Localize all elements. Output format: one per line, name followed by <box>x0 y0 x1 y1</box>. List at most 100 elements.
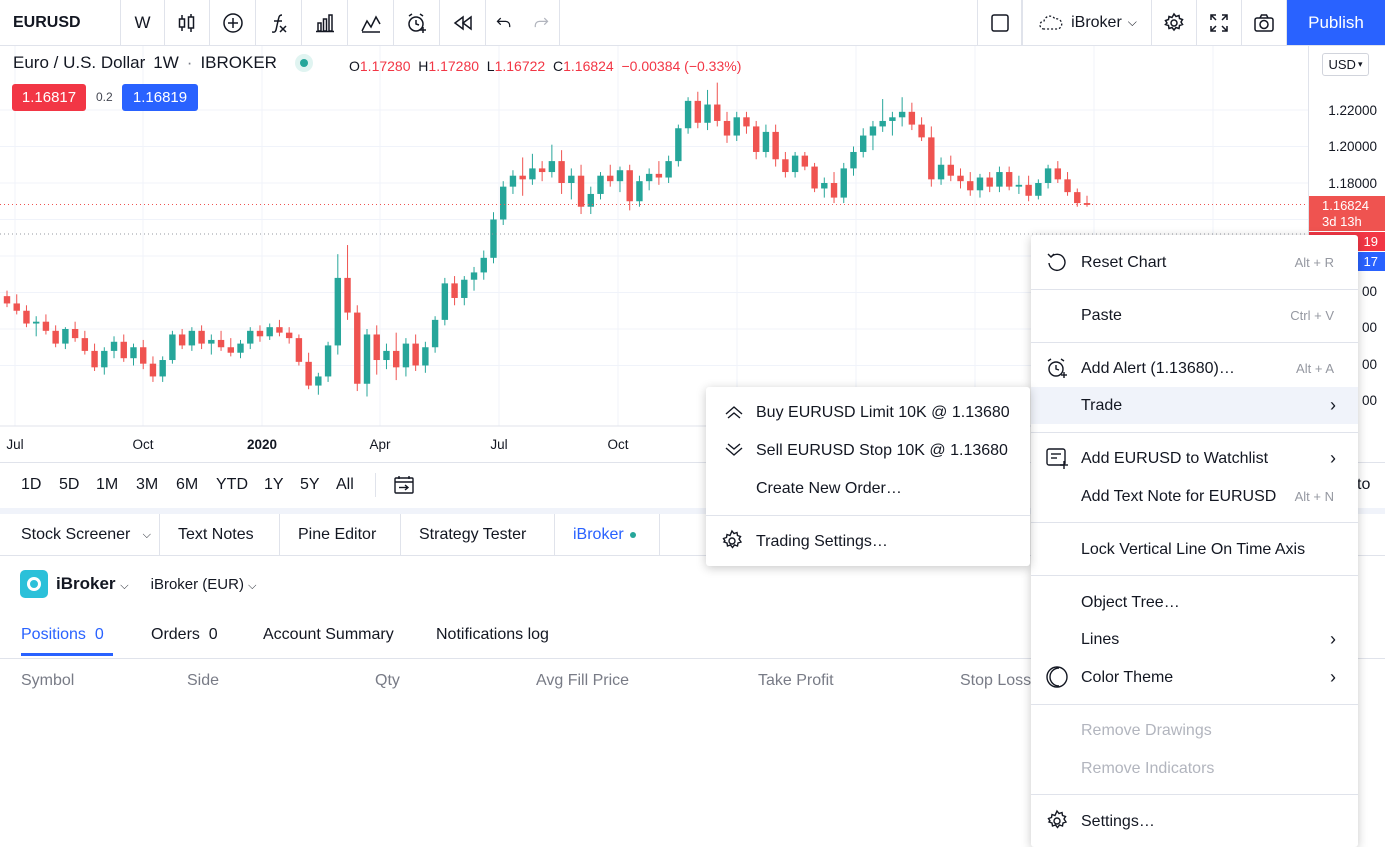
broker-menu-button[interactable]: iBroker ⌵ <box>1022 0 1152 45</box>
symbol-description: Euro / U.S. Dollar <box>13 53 146 72</box>
currency-button[interactable]: USD ▾ <box>1322 53 1369 76</box>
templates-button[interactable] <box>348 0 394 45</box>
undo-icon[interactable] <box>495 12 513 34</box>
menu-item-object-tree[interactable]: Object Tree… <box>1031 584 1358 621</box>
indicators-button[interactable] <box>256 0 302 45</box>
range-6m[interactable]: 6M <box>176 476 199 493</box>
candle-body <box>101 350 108 368</box>
candle-body <box>1025 184 1032 196</box>
candle-body <box>743 117 750 127</box>
candle-body <box>334 277 342 346</box>
column-header-qty[interactable]: Qty <box>375 672 400 689</box>
redo-icon[interactable] <box>532 12 550 34</box>
tab-orders[interactable]: Orders 0 <box>151 626 218 644</box>
symbol-search-button[interactable]: EURUSD <box>0 0 121 45</box>
column-header-side[interactable]: Side <box>187 672 220 689</box>
menu-item-create-new-order[interactable]: Create New Order… <box>706 470 1030 507</box>
sell-button[interactable]: 1.16817 <box>12 84 86 111</box>
menu-item-buy-limit[interactable]: Buy EURUSD Limit 10K @ 1.13680 <box>706 394 1030 431</box>
replay-button[interactable] <box>440 0 486 45</box>
function-icon <box>271 13 287 33</box>
candle-body <box>461 279 468 298</box>
candle-body <box>71 329 79 339</box>
tab-notifications-log[interactable]: Notifications log <box>436 626 549 643</box>
chart-style-button[interactable] <box>165 0 210 45</box>
candle-body <box>733 117 740 136</box>
settings-button[interactable] <box>1152 0 1197 45</box>
market-status-icon[interactable] <box>294 54 313 72</box>
range-1y[interactable]: 1Y <box>264 476 284 493</box>
plus-circle-icon <box>222 12 243 33</box>
menu-separator <box>1031 522 1358 523</box>
candle-body <box>928 137 935 180</box>
candle-body <box>782 159 789 173</box>
account-currency-dropdown[interactable]: iBroker (EUR) ⌵ <box>151 576 257 593</box>
menu-item-trading-settings[interactable]: Trading Settings… <box>706 523 1030 560</box>
account-sub-tabs: Positions 0 Orders 0 Account Summary Not… <box>0 620 1385 659</box>
range-5y[interactable]: 5Y <box>300 476 320 493</box>
candle-body <box>1035 183 1042 196</box>
menu-separator <box>1031 432 1358 433</box>
tab-strategy-tester[interactable]: Strategy Tester <box>401 514 555 556</box>
menu-item-lock-vertical-line[interactable]: Lock Vertical Line On Time Axis <box>1031 531 1358 568</box>
tab-account-summary[interactable]: Account Summary <box>263 626 394 643</box>
range-1m[interactable]: 1M <box>96 476 119 493</box>
gear-icon <box>1047 809 1068 829</box>
candle-body <box>3 296 11 304</box>
candle-body <box>276 327 283 333</box>
go-to-date-icon[interactable] <box>393 474 415 496</box>
sell-price-tag-label: 19 <box>1363 234 1378 249</box>
candle-body <box>412 343 419 366</box>
range-ytd[interactable]: YTD <box>216 476 248 493</box>
tab-positions[interactable]: Positions 0 <box>21 626 113 656</box>
menu-label: Add Alert (1.13680)… <box>1081 359 1235 377</box>
column-header-symbol[interactable]: Symbol <box>21 672 75 689</box>
candle-body <box>52 330 59 344</box>
candles-icon <box>178 13 195 32</box>
candle-body <box>373 334 380 361</box>
candle-body <box>684 100 692 129</box>
price-label: 1.18000 <box>1328 176 1377 191</box>
range-5d[interactable]: 5D <box>59 476 80 493</box>
range-all[interactable]: All <box>336 476 354 493</box>
fullscreen-button[interactable] <box>1197 0 1242 45</box>
column-header-take-profit[interactable]: Take Profit <box>758 672 834 689</box>
snapshot-button[interactable] <box>1242 0 1287 45</box>
menu-item-reset-chart[interactable]: Reset Chart Alt + R <box>1031 244 1358 281</box>
candle-body <box>811 166 818 189</box>
compare-button[interactable] <box>210 0 256 45</box>
range-1d[interactable]: 1D <box>21 476 42 493</box>
candle-body <box>23 310 30 324</box>
account-name-dropdown[interactable]: iBroker ⌵ <box>56 574 129 594</box>
layout-button[interactable] <box>977 0 1022 45</box>
menu-item-settings[interactable]: Settings… <box>1031 803 1358 840</box>
candle-body <box>538 168 546 173</box>
tab-stock-screener[interactable]: Stock Screener ⌵ <box>0 514 160 556</box>
reset-icon <box>1047 253 1066 272</box>
menu-label: Add EURUSD to Watchlist <box>1081 449 1269 467</box>
menu-item-sell-stop[interactable]: Sell EURUSD Stop 10K @ 1.13680 <box>706 432 1030 469</box>
menu-item-paste[interactable]: Paste Ctrl + V <box>1031 297 1358 334</box>
financials-button[interactable] <box>302 0 348 45</box>
candle-body <box>704 104 711 123</box>
tab-ibroker[interactable]: iBroker <box>555 514 660 556</box>
menu-item-trade[interactable]: Trade › <box>1031 387 1358 424</box>
menu-item-add-text-note[interactable]: Add Text Note for EURUSD Alt + N <box>1031 478 1358 515</box>
alert-button[interactable] <box>394 0 440 45</box>
gear-icon <box>1164 12 1184 31</box>
tab-text-notes[interactable]: Text Notes <box>160 514 280 556</box>
candle-body <box>850 151 857 169</box>
interval-button[interactable]: W <box>121 0 165 45</box>
publish-button[interactable]: Publish <box>1287 0 1385 45</box>
menu-item-color-theme[interactable]: Color Theme › <box>1031 659 1358 696</box>
tab-pine-editor[interactable]: Pine Editor <box>280 514 401 556</box>
menu-item-add-to-watchlist[interactable]: Add EURUSD to Watchlist › <box>1031 440 1358 477</box>
last-price-tag: 1.16824 3d 13h <box>1309 196 1385 231</box>
range-3m[interactable]: 3M <box>136 476 159 493</box>
menu-item-add-alert[interactable]: Add Alert (1.13680)… Alt + A <box>1031 350 1358 387</box>
menu-item-lines[interactable]: Lines › <box>1031 621 1358 658</box>
candle-body <box>188 330 196 346</box>
column-header-avg-fill-price[interactable]: Avg Fill Price <box>536 672 630 689</box>
column-header-stop-loss[interactable]: Stop Loss <box>960 672 1032 689</box>
buy-button[interactable]: 1.16819 <box>122 84 198 111</box>
